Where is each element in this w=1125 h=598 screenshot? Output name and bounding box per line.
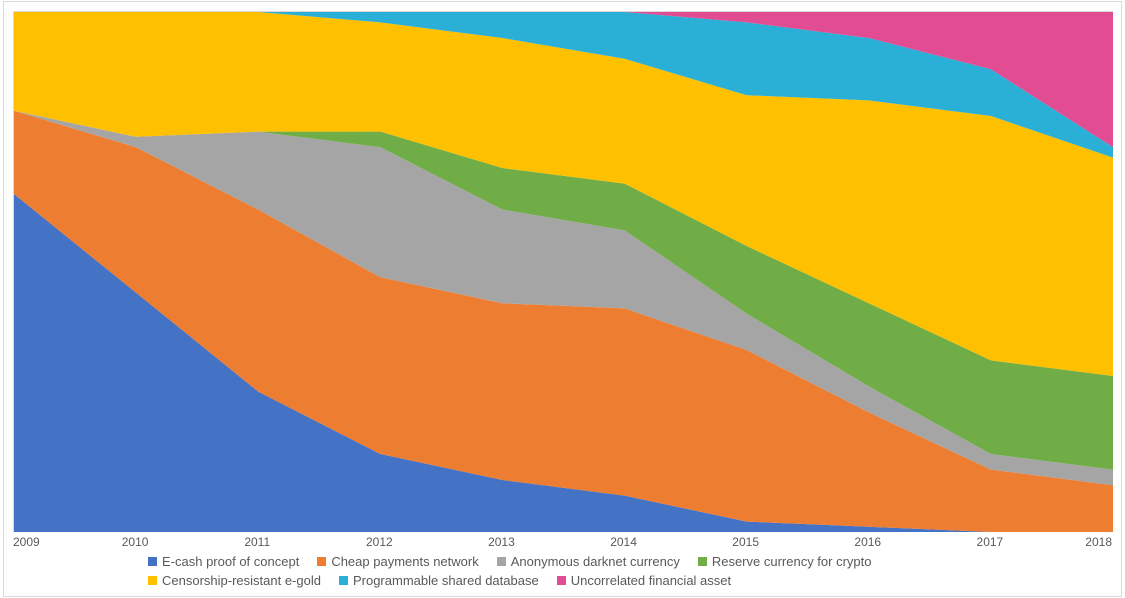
legend-item-uncorr: Uncorrelated financial asset [557, 573, 731, 588]
legend-label: Programmable shared database [353, 573, 539, 588]
legend-label: Reserve currency for crypto [712, 554, 872, 569]
x-tick: 2014 [610, 535, 637, 549]
legend-item-cheap: Cheap payments network [317, 554, 478, 569]
legend-swatch [148, 576, 157, 585]
legend-label: Censorship-resistant e-gold [162, 573, 321, 588]
legend-item-ecash: E-cash proof of concept [148, 554, 299, 569]
legend-label: Anonymous darknet currency [511, 554, 680, 569]
x-tick: 2009 [13, 535, 40, 549]
legend-item-reserve: Reserve currency for crypto [698, 554, 872, 569]
legend-label: E-cash proof of concept [162, 554, 299, 569]
x-tick: 2010 [122, 535, 149, 549]
x-tick: 2015 [732, 535, 759, 549]
legend-row: Censorship-resistant e-gold Programmable … [148, 573, 890, 588]
x-axis: 2009 2010 2011 2012 2013 2014 2015 2016 2017 2018 [13, 535, 1112, 553]
x-tick: 2016 [854, 535, 881, 549]
legend-swatch [339, 576, 348, 585]
legend-swatch [557, 576, 566, 585]
legend-label: Cheap payments network [331, 554, 478, 569]
legend-label: Uncorrelated financial asset [571, 573, 731, 588]
legend-swatch [698, 557, 707, 566]
x-tick: 2012 [366, 535, 393, 549]
legend-item-darknet: Anonymous darknet currency [497, 554, 680, 569]
legend-row: E-cash proof of concept Cheap payments ne… [148, 554, 890, 569]
x-tick: 2013 [488, 535, 515, 549]
x-tick: 2018 [1085, 535, 1112, 549]
legend-swatch [497, 557, 506, 566]
legend: E-cash proof of concept Cheap payments ne… [148, 554, 890, 592]
x-tick: 2011 [244, 535, 270, 549]
plot-area [13, 11, 1113, 532]
x-tick: 2017 [977, 535, 1004, 549]
stacked-area-svg [14, 12, 1113, 532]
legend-item-egold: Censorship-resistant e-gold [148, 573, 321, 588]
legend-item-progdb: Programmable shared database [339, 573, 539, 588]
legend-swatch [317, 557, 326, 566]
legend-swatch [148, 557, 157, 566]
